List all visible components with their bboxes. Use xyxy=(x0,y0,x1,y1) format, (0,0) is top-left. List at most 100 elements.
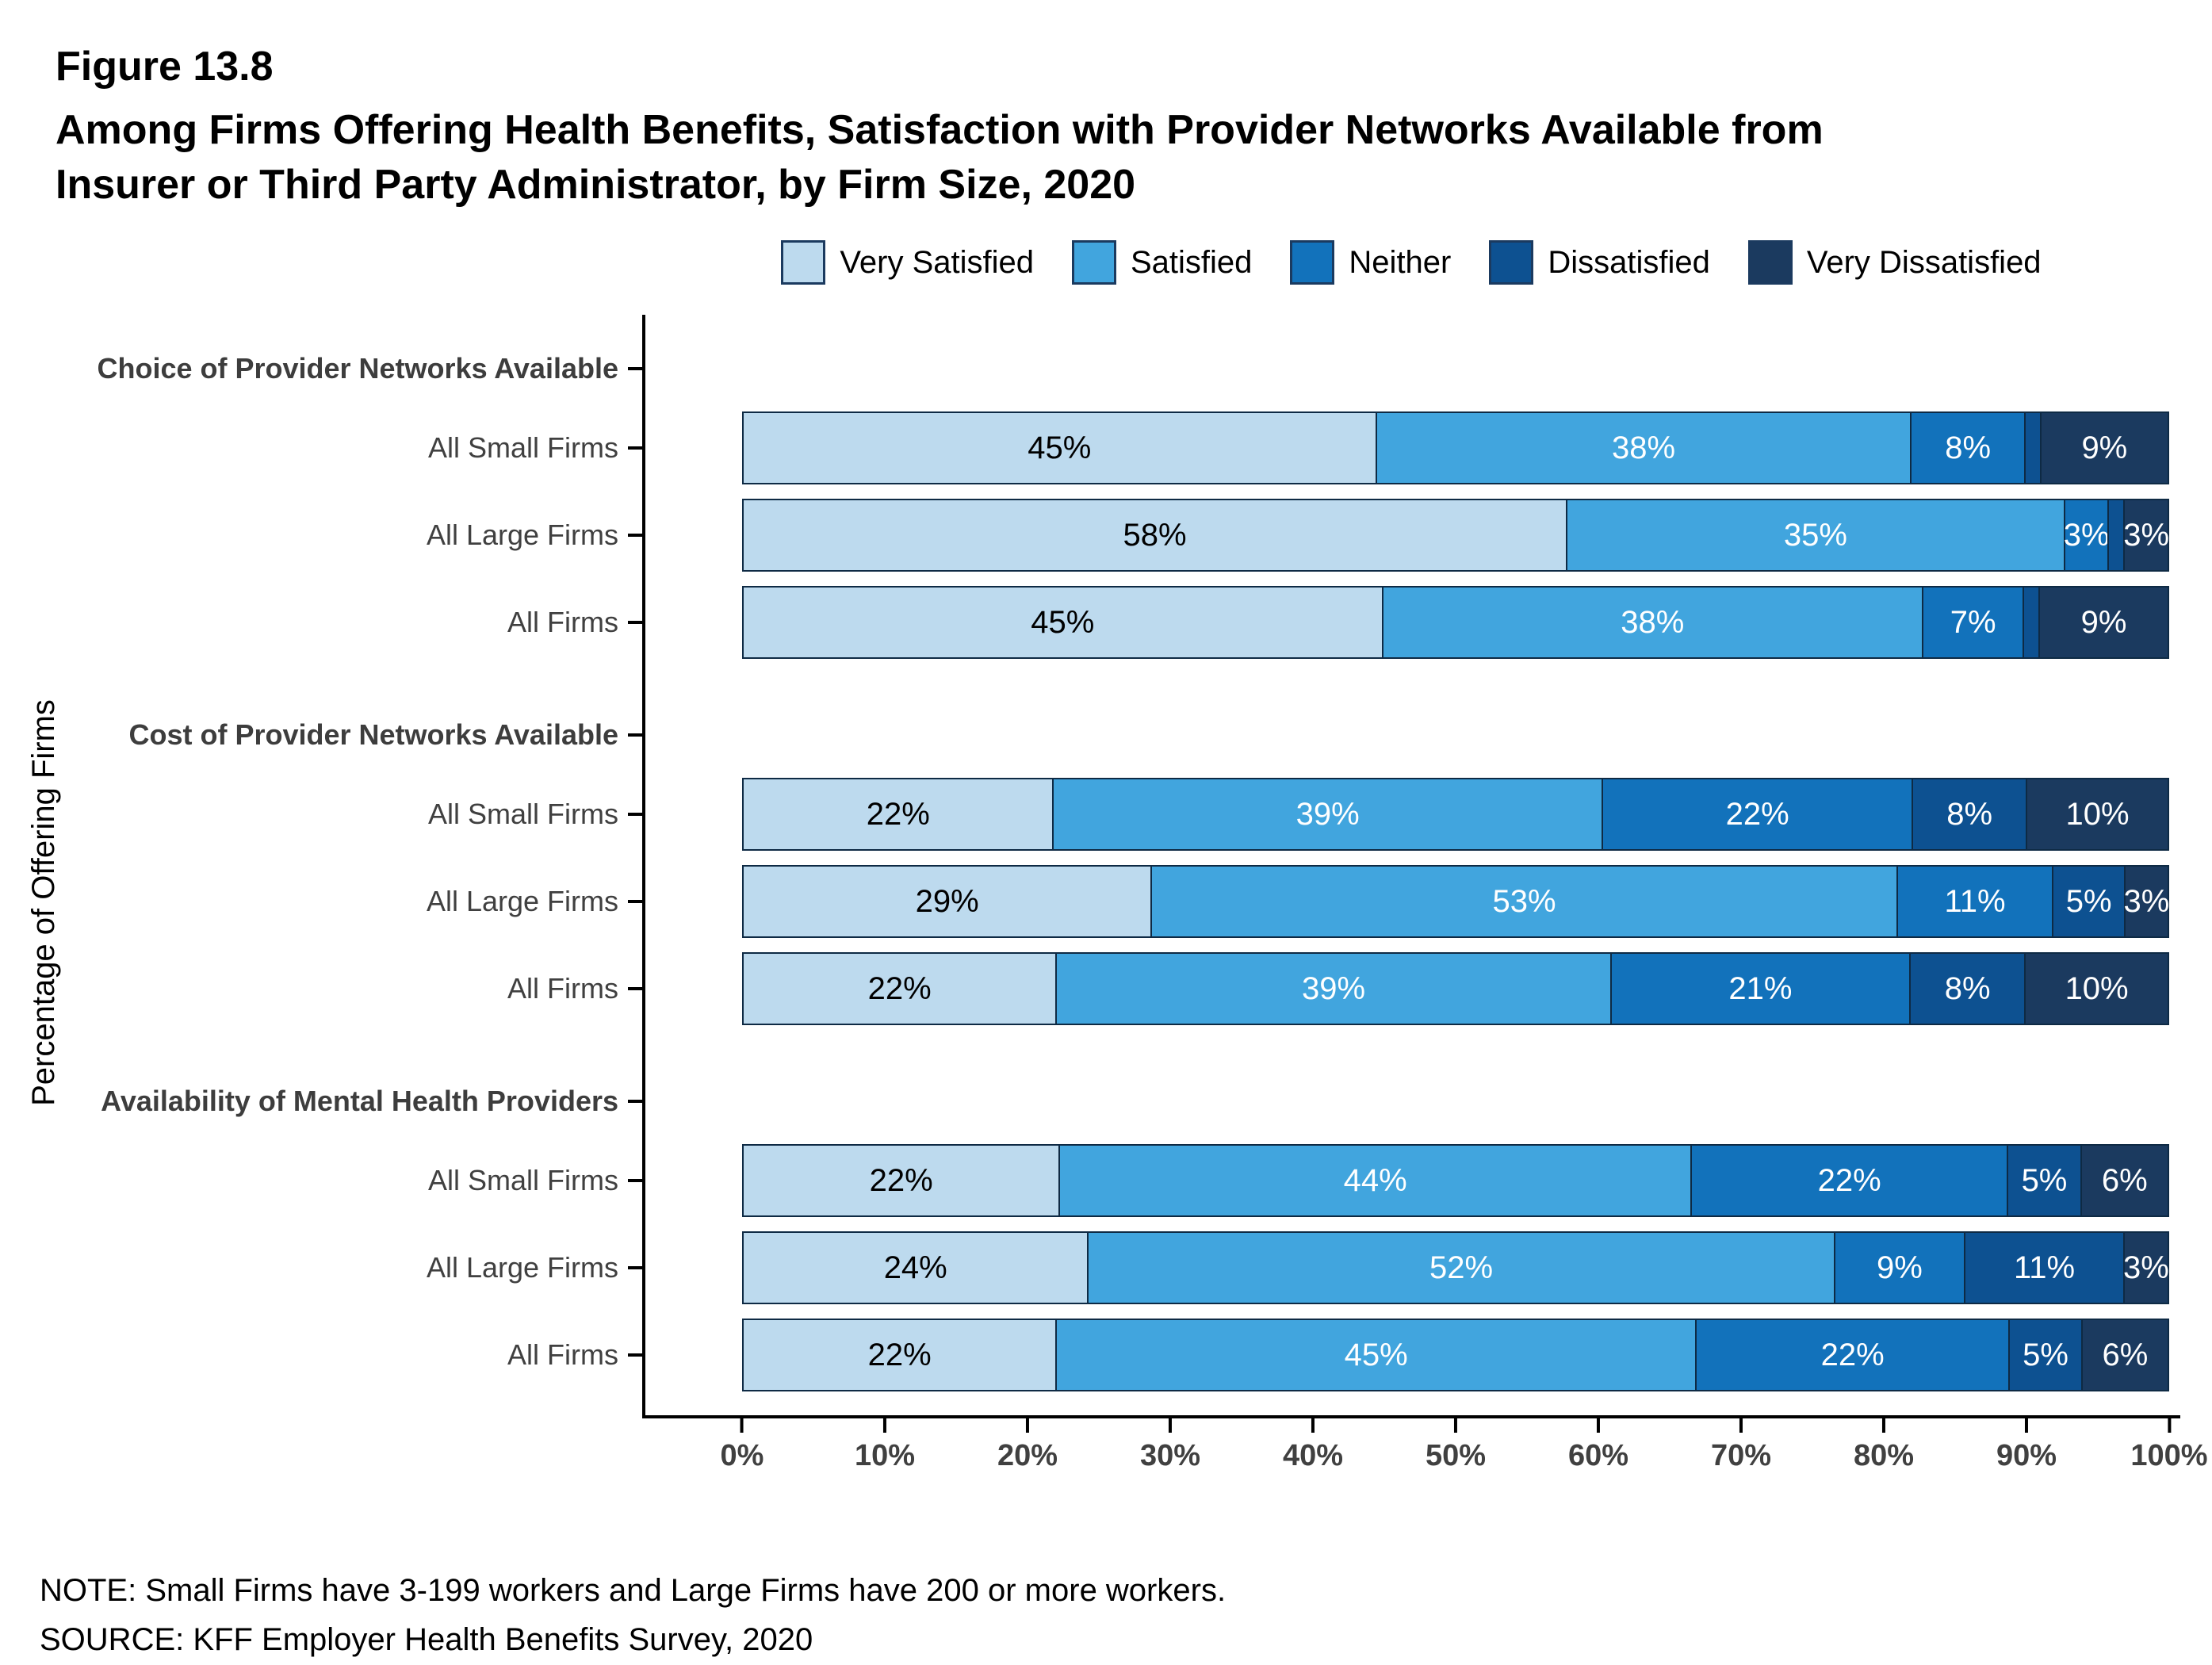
bar-value-label: 29% xyxy=(915,883,979,919)
bar-segment-dissatisfied: 5% xyxy=(2008,1319,2083,1392)
legend-swatch-dissatisfied xyxy=(1489,240,1534,285)
bar-cell: 58% 35% 3% 3% xyxy=(642,499,2180,572)
bar-segment-neither: 3% xyxy=(2064,499,2110,572)
bar-value-label: 3% xyxy=(2123,517,2170,553)
x-axis-tick-20-: 20% xyxy=(997,1418,1058,1473)
group-header-label: Cost of Provider Networks Available xyxy=(71,703,642,767)
y-axis-tick xyxy=(628,534,642,538)
stacked-bar: 22% 39% 21% 8% 10% xyxy=(742,952,2169,1026)
bar-segment-very-dissatisfied: 9% xyxy=(2039,411,2170,485)
x-axis-tick-30-: 30% xyxy=(1140,1418,1200,1473)
category-label: All Small Firms xyxy=(71,411,642,484)
footnotes: NOTE: Small Firms have 3-199 workers and… xyxy=(40,1566,2180,1664)
category-label: All Large Firms xyxy=(71,865,642,938)
stacked-bar: 22% 45% 22% 5% 6% xyxy=(742,1319,2169,1392)
bar-group-availability-of-mental-health-providers: Availability of Mental Health Providers A… xyxy=(71,1070,2180,1392)
bar-value-label: 9% xyxy=(2081,430,2128,465)
x-tick-label: 0% xyxy=(720,1439,764,1473)
plot-rows: Choice of Provider Networks Available All… xyxy=(71,315,2180,1416)
group-header-row: Choice of Provider Networks Available xyxy=(71,337,2180,400)
bar-cell: 22% 39% 21% 8% 10% xyxy=(642,952,2180,1026)
bar-cell: 22% 39% 22% 8% 10% xyxy=(642,778,2180,852)
bar-value-label: 3% xyxy=(2063,517,2110,553)
bar-value-label: 22% xyxy=(869,1162,933,1198)
bar-value-label: 3% xyxy=(2123,1250,2169,1285)
group-header-row: Availability of Mental Health Providers xyxy=(71,1070,2180,1133)
bar-segment-neither: 21% xyxy=(1609,952,1912,1026)
bar-value-label: 9% xyxy=(2080,604,2127,640)
y-axis-tick xyxy=(628,987,642,991)
bar-value-label: 22% xyxy=(1817,1162,1881,1198)
x-tick-mark xyxy=(1739,1418,1743,1433)
x-tick-mark xyxy=(1026,1418,1029,1433)
x-tick-label: 30% xyxy=(1139,1439,1201,1473)
bar-value-label: 10% xyxy=(2065,796,2130,832)
y-axis-line xyxy=(642,315,645,1416)
bar-cell: 29% 53% 11% 5% 3% xyxy=(642,865,2180,939)
x-tick-mark xyxy=(883,1418,886,1433)
stacked-bar: 22% 39% 22% 8% 10% xyxy=(742,778,2170,852)
bar-value-label: 39% xyxy=(1301,970,1366,1006)
y-axis-title: Percentage of Offering Firms xyxy=(25,699,61,1107)
x-axis-tick-0-: 0% xyxy=(720,1418,764,1473)
bar-segment-satisfied: 38% xyxy=(1375,411,1912,485)
x-tick-label: 50% xyxy=(1425,1439,1487,1473)
group-header-text: Cost of Provider Networks Available xyxy=(128,718,618,752)
category-label-text: All Small Firms xyxy=(428,431,618,465)
bar-segment-dissatisfied: 8% xyxy=(1909,952,2026,1026)
category-label: All Large Firms xyxy=(71,499,642,572)
bar-segment-very-satisfied: 22% xyxy=(742,1144,1061,1218)
bar-cell: 22% 45% 22% 5% 6% xyxy=(642,1319,2180,1392)
bar-segment-neither: 9% xyxy=(1833,1231,1966,1305)
legend-label: Very Satisfied xyxy=(840,244,1034,280)
bar-value-label: 5% xyxy=(2021,1162,2068,1198)
bar-row-availability-of-mental-health-providers-all-large-firms: All Large Firms 24% 52% 9% 11% 3% xyxy=(71,1231,2180,1305)
plot: Choice of Provider Networks Available All… xyxy=(71,315,2208,1491)
bar-value-label: 8% xyxy=(1945,430,1992,465)
bar-row-choice-of-provider-networks-available-all-large-firms: All Large Firms 58% 35% 3% 3% xyxy=(71,499,2180,572)
bar-value-label: 11% xyxy=(2013,1250,2076,1285)
bar-segment-satisfied: 44% xyxy=(1058,1144,1692,1218)
bar-group-choice-of-provider-networks-available: Choice of Provider Networks Available All… xyxy=(71,337,2180,660)
figure-title: Among Firms Offering Health Benefits, Sa… xyxy=(55,103,2180,212)
group-header-row: Cost of Provider Networks Available xyxy=(71,703,2180,767)
bar-value-label: 38% xyxy=(1611,430,1676,465)
y-axis-tick xyxy=(628,900,642,904)
x-tick-label: 40% xyxy=(1282,1439,1344,1473)
x-tick-mark xyxy=(1169,1418,1172,1433)
bar-segment-satisfied: 45% xyxy=(1055,1319,1697,1392)
bar-segment-satisfied: 52% xyxy=(1087,1231,1835,1305)
bar-row-availability-of-mental-health-providers-all-small-firms: All Small Firms 22% 44% 22% 5% 6% xyxy=(71,1144,2180,1218)
stacked-bar: 29% 53% 11% 5% 3% xyxy=(742,865,2169,939)
bar-value-label: 38% xyxy=(1621,604,1685,640)
x-axis-tick-50-: 50% xyxy=(1426,1418,1486,1473)
x-tick-mark xyxy=(1454,1418,1457,1433)
x-tick-mark xyxy=(1597,1418,1600,1433)
y-axis-tick xyxy=(628,1266,642,1270)
bar-value-label: 10% xyxy=(2065,970,2129,1006)
bar-segment-dissatisfied: 5% xyxy=(2007,1144,2082,1218)
bar-segment-satisfied: 38% xyxy=(1381,586,1924,660)
stacked-bar: 45% 38% 7% 9% xyxy=(742,586,2169,660)
category-label-text: All Small Firms xyxy=(428,1164,618,1197)
bar-segment-dissatisfied xyxy=(2023,411,2042,485)
bar-value-label: 21% xyxy=(1728,970,1793,1006)
bar-value-label: 22% xyxy=(867,970,932,1006)
bar-segment-very-dissatisfied: 6% xyxy=(2080,1319,2169,1392)
bar-segment-dissatisfied xyxy=(2023,586,2041,660)
bar-segment-very-satisfied: 22% xyxy=(742,952,1058,1026)
bar-segment-very-dissatisfied: 10% xyxy=(2025,778,2170,852)
legend-swatch-satisfied xyxy=(1072,240,1116,285)
y-axis-tick xyxy=(628,446,642,450)
bar-value-label: 39% xyxy=(1295,796,1360,832)
bar-value-label: 53% xyxy=(1492,883,1556,919)
bar-segment-very-dissatisfied: 9% xyxy=(2038,586,2169,660)
x-tick-label: 20% xyxy=(997,1439,1058,1473)
bar-value-label: 7% xyxy=(1950,604,1996,640)
bar-row-cost-of-provider-networks-available-all-large-firms: All Large Firms 29% 53% 11% 5% 3% xyxy=(71,865,2180,939)
category-label-text: All Firms xyxy=(507,606,618,639)
x-axis-tick-40-: 40% xyxy=(1283,1418,1343,1473)
bar-segment-neither: 22% xyxy=(1601,778,1914,852)
x-axis-tick-100-: 100% xyxy=(2130,1418,2208,1473)
x-tick-label: 60% xyxy=(1567,1439,1629,1473)
